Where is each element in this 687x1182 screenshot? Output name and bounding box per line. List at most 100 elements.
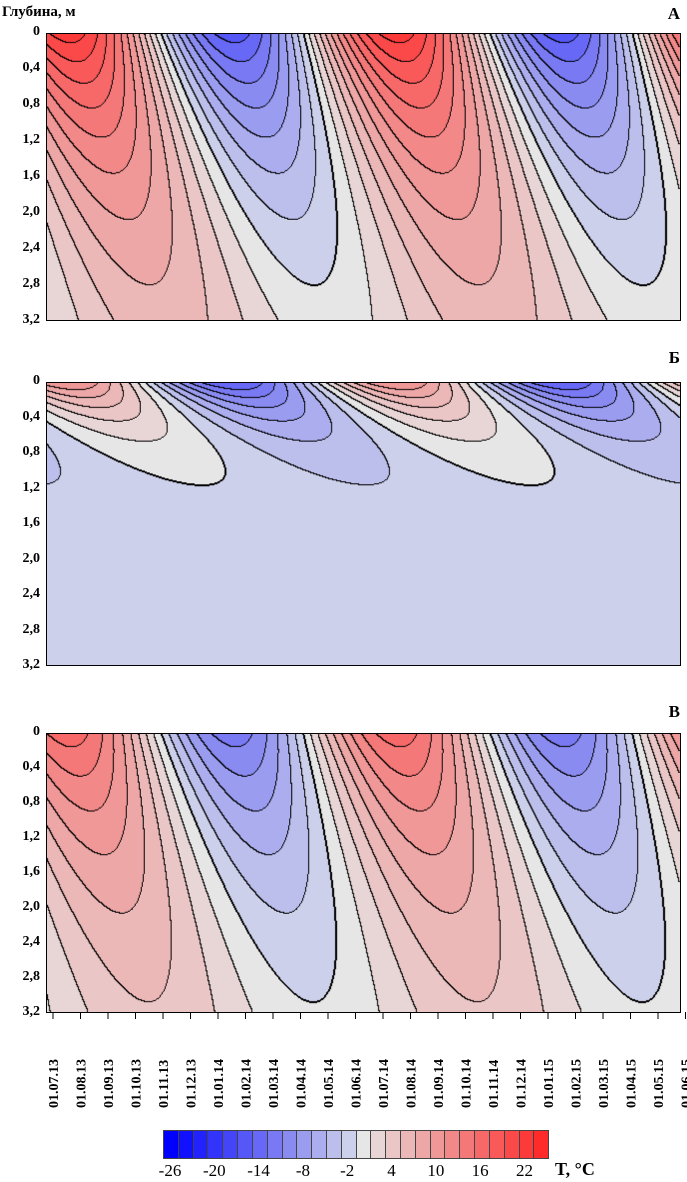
x-tick-label: 01.03.14 [267,1059,282,1108]
colorbar-swatch [326,1131,342,1158]
colorbar-swatch [193,1131,209,1158]
colorbar-swatch [401,1131,416,1158]
colorbar-tick-label: -8 [295,1161,311,1180]
x-tick-label: 01.04.14 [295,1059,310,1108]
colorbar-swatch [460,1131,476,1158]
x-tick-label: 01.12.14 [515,1059,530,1108]
x-tick-label: 01.01.15 [542,1059,557,1108]
x-tick-label: 01.06.15 [680,1059,687,1108]
panel-c-letter: В [668,702,680,721]
y-tick-label: 0,4 [22,759,41,774]
colorbar-swatch [489,1131,505,1158]
colorbar-swatch [371,1131,387,1158]
panel-b-heatmap [47,383,680,665]
y-tick-label: 2,0 [22,204,41,219]
y-tick-label: 2,4 [22,586,41,601]
colorbar-unit: T, °C [555,1159,595,1179]
colorbar [163,1130,549,1159]
y-tick-label: 1,2 [22,479,41,495]
y-tick-label: 0,4 [22,60,41,75]
colorbar-swatch [238,1131,253,1158]
panel-c-plot [46,733,681,1013]
y-tick-label: 2,4 [22,934,41,949]
x-axis: 01.07.13 01.08.13 01.09.13 01.10.13 01.11.13… [47,1012,687,1108]
colorbar-swatch [164,1131,179,1158]
y-tick-label: 0,4 [22,408,41,424]
colorbar-swatch [475,1131,490,1158]
x-tick-label: 01.07.14 [377,1059,392,1108]
colorbar-swatch [430,1131,446,1158]
colorbar-swatch [312,1131,327,1158]
panel-a-heatmap [47,34,680,320]
x-tick-label: 01.04.15 [625,1059,640,1108]
x-tick-label: 01.09.14 [432,1059,447,1108]
y-tick-label: 1,6 [22,168,41,183]
x-tick-label: 01.01.14 [212,1059,227,1108]
y-tick-label: 2,0 [22,550,41,566]
colorbar-swatch [356,1131,372,1158]
colorbar-tick-label: 4 [387,1161,396,1180]
y-tick-label: 2,0 [22,899,41,914]
panel-a-plot [46,33,681,321]
colorbar-swatch [341,1131,357,1158]
colorbar-tick-label: -14 [247,1161,270,1180]
colorbar-swatch [386,1131,401,1158]
colorbar-swatch [297,1131,313,1158]
colorbar-tick-label: -20 [202,1161,226,1180]
colorbar-swatch [504,1131,520,1158]
x-tick-label: 01.11.14 [487,1060,502,1108]
x-tick-label: 01.02.14 [240,1059,255,1108]
panel-a-letter: А [667,4,680,23]
y-tick-label: 0,8 [22,794,41,809]
x-tick-label: 01.02.15 [570,1059,585,1108]
x-tick-label: 01.07.13 [47,1059,62,1108]
colorbar-swatch [445,1131,461,1158]
colorbar-swatch [415,1131,431,1158]
y-tick-label: 2,8 [22,621,41,637]
y-tick-label: 0,8 [22,96,41,111]
x-tick-label: 01.09.13 [102,1059,117,1108]
y-tick-label: 0,8 [22,444,41,459]
x-tick-label: 01.03.15 [597,1059,612,1108]
panel-b-letter: Б [668,348,680,367]
colorbar-swatch [223,1131,239,1158]
y-tick-label: 1,6 [22,864,41,879]
x-tick-label: 01.11.13 [157,1060,172,1108]
colorbar-swatch [519,1131,535,1158]
colorbar-swatch [208,1131,224,1158]
y-tick-label: 2,4 [22,240,41,255]
colorbar-tick-label: 10 [427,1161,445,1180]
x-tick-label: 01.08.14 [405,1059,420,1108]
colorbar-tick-label: -2 [340,1161,355,1180]
y-tick-label: 0 [33,24,40,39]
x-tick-label: 01.06.14 [350,1059,365,1108]
y-tick-label: 3,2 [22,657,41,672]
x-tick-label: 01.08.13 [75,1059,90,1108]
colorbar-tick-label: -26 [158,1161,182,1180]
y-tick-label: 2,8 [22,969,41,984]
panel-b-plot [46,382,681,666]
x-tick-label: 01.12.13 [185,1059,200,1108]
colorbar-swatch [178,1131,194,1158]
y-tick-label: 1,6 [22,515,41,530]
y-tick-label: 3,2 [22,312,41,327]
colorbar-tick-label: 22 [515,1161,533,1180]
y-tick-label: 1,2 [22,829,41,844]
y-tick-label: 3,2 [22,1004,41,1019]
colorbar-tick-label: 16 [471,1161,489,1180]
y-tick-label: 1,2 [22,132,41,147]
x-tick-label: 01.10.14 [460,1059,475,1108]
y-axis-title: Глубина, м [2,4,76,20]
x-tick-label: 01.05.15 [652,1059,667,1108]
colorbar-swatch [267,1131,283,1158]
y-tick-label: 2,8 [22,276,41,291]
colorbar-swatch [252,1131,268,1158]
y-tick-label: 0 [33,373,40,388]
x-tick-label: 01.10.13 [130,1059,145,1108]
colorbar-swatch [534,1131,549,1158]
panel-c-heatmap [47,734,680,1012]
y-tick-label: 0 [33,724,40,739]
x-tick-label: 01.05.14 [322,1059,337,1108]
colorbar-swatch [282,1131,298,1158]
